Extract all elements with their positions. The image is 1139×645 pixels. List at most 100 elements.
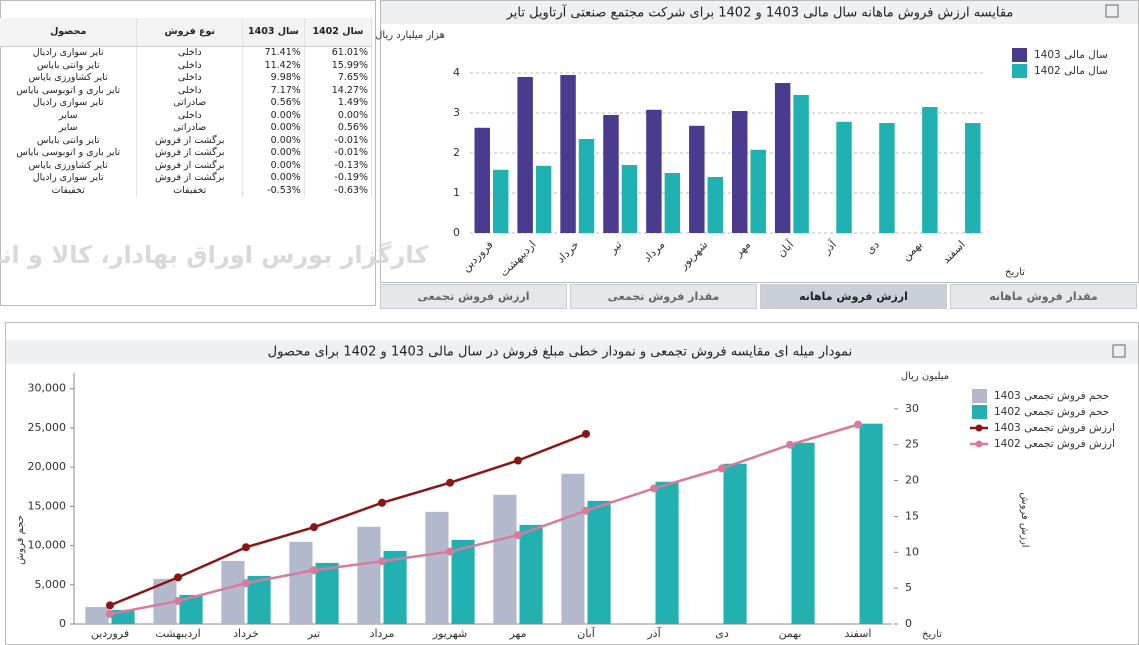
table-cell: تایر سواری رادیال bbox=[0, 97, 138, 110]
bar bbox=[519, 524, 543, 624]
bar bbox=[492, 169, 509, 233]
y-tick-label: 25,000 bbox=[28, 421, 67, 434]
y-tick-label: 15 bbox=[905, 509, 919, 522]
line-marker bbox=[310, 523, 318, 532]
print-icon[interactable] bbox=[1105, 4, 1119, 18]
y-tick-label: 15,000 bbox=[28, 499, 67, 512]
table-cell: تایر کشاورزی بایاس bbox=[0, 159, 138, 172]
table-cell: داخلی bbox=[136, 46, 244, 60]
line bbox=[109, 423, 859, 616]
bar bbox=[646, 109, 662, 233]
table-cell: برگشت از فروش bbox=[136, 147, 244, 160]
table-cell: تایر باری و اتوبوسی بایاس bbox=[0, 147, 138, 160]
x-tick-label: اسفند bbox=[845, 627, 872, 640]
line-marker bbox=[378, 498, 386, 507]
y-tick-label: 5,000 bbox=[35, 578, 67, 591]
chart-title: مقایسه ارزش فروش ماهانه سال مالی 1403 و … bbox=[506, 4, 1014, 21]
print-icon[interactable] bbox=[1112, 344, 1126, 358]
line-marker bbox=[378, 557, 386, 566]
x-tick-label: شهریور bbox=[432, 627, 467, 640]
table-cell: 0.00% bbox=[242, 159, 305, 172]
y-tick-label: 3 bbox=[453, 106, 460, 119]
bar bbox=[603, 115, 619, 233]
bar bbox=[383, 550, 407, 624]
tab[interactable]: مقدار فروش ماهانه bbox=[950, 284, 1137, 309]
table-row: تایر وانتی بایاس داخلی 11.42% 15.99% bbox=[0, 59, 373, 72]
bar bbox=[85, 606, 109, 624]
tab[interactable]: ارزش فروش ماهانه bbox=[760, 284, 947, 309]
y-tick-label: 5 bbox=[905, 581, 912, 594]
y-axis-label: حجم فروش bbox=[15, 515, 26, 565]
legend-label: حجم فروش تجمعی 1402 bbox=[994, 406, 1109, 418]
line-marker bbox=[242, 543, 250, 552]
line-marker bbox=[718, 464, 726, 473]
line-marker bbox=[106, 601, 114, 610]
legend-swatch bbox=[1012, 48, 1027, 62]
line-marker bbox=[446, 547, 454, 556]
table-cell: 15.99% bbox=[304, 59, 373, 72]
legend-label: حجم فروش تجمعی 1403 bbox=[994, 390, 1109, 402]
line-marker bbox=[514, 456, 522, 465]
y-tick-label: 0 bbox=[905, 617, 912, 630]
y-tick-label: 2 bbox=[453, 146, 460, 159]
tab[interactable]: مقدار فروش تجمعی bbox=[570, 284, 757, 309]
bar bbox=[561, 473, 585, 624]
bar bbox=[425, 511, 449, 624]
bar bbox=[493, 494, 517, 624]
line-marker bbox=[582, 506, 590, 515]
line-marker bbox=[174, 573, 182, 582]
table-cell: سایر bbox=[0, 109, 138, 122]
x-axis-label: تاریخ bbox=[1005, 267, 1025, 278]
table-cell: تایر کشاورزی بایاس bbox=[0, 72, 138, 85]
table-cell: -0.63% bbox=[304, 184, 373, 197]
table-cell: 7.17% bbox=[242, 84, 305, 97]
table-cell: داخلی bbox=[136, 59, 244, 72]
legend-label: سال مالی 1403 bbox=[1034, 49, 1108, 61]
x-tick-label: آبان bbox=[577, 626, 595, 640]
bar bbox=[179, 594, 203, 624]
table-row: تایر کشاورزی بایاس داخلی 9.98% 7.65% bbox=[0, 72, 373, 85]
bar bbox=[689, 125, 705, 233]
line-marker bbox=[650, 484, 658, 493]
bar bbox=[774, 83, 791, 233]
line-marker bbox=[310, 566, 318, 575]
legend-swatch bbox=[975, 440, 983, 448]
bar bbox=[965, 123, 981, 233]
bar bbox=[535, 165, 552, 233]
tab[interactable]: ارزش فروش تجمعی bbox=[380, 284, 567, 309]
chart-panel bbox=[380, 0, 1139, 283]
bar bbox=[221, 560, 245, 624]
x-tick-label: خرداد bbox=[233, 627, 259, 640]
table-cell: -0.01% bbox=[304, 147, 373, 160]
table-row: تایر سواری رادیال برگشت از فروش 0.00% -0.19… bbox=[0, 172, 373, 185]
table-cell: تخفیفات bbox=[136, 184, 244, 197]
bar bbox=[315, 562, 339, 624]
y-tick-label: 30,000 bbox=[28, 382, 67, 395]
line-marker bbox=[174, 597, 182, 606]
bar bbox=[587, 500, 611, 624]
legend-swatch bbox=[972, 405, 987, 419]
table-cell: -0.01% bbox=[304, 134, 373, 147]
table-row: تایر سواری رادیال داخلی 71.41% 61.01% bbox=[0, 46, 373, 60]
table-cell: 1.49% bbox=[304, 97, 373, 110]
table-cell: تایر باری و اتوبوسی بایاس bbox=[0, 84, 138, 97]
y2-axis-label: ارزش فروش bbox=[1019, 492, 1030, 547]
bar bbox=[357, 526, 381, 624]
bar bbox=[732, 111, 748, 233]
chart-title: نمودار میله ای مقایسه فروش تجمعی و نمودا… bbox=[268, 345, 853, 360]
header-row: محصول نوع فروش سال 1403 سال 1402 bbox=[0, 18, 373, 47]
share-table: محصول نوع فروش سال 1403 سال 1402 تایر سواری … bbox=[0, 18, 373, 197]
table-cell: برگشت از فروش bbox=[136, 134, 244, 147]
line-marker bbox=[854, 420, 862, 429]
table-cell: 71.41% bbox=[242, 46, 305, 60]
bar bbox=[859, 423, 883, 624]
line-marker bbox=[786, 440, 794, 449]
table-cell: تایر وانتی بایاس bbox=[0, 134, 138, 147]
line-marker bbox=[242, 579, 250, 588]
table-cell: 0.00% bbox=[304, 109, 373, 122]
table-row: سایر صادراتی 0.00% 0.56% bbox=[0, 122, 373, 135]
column-header: سال 1403 bbox=[242, 18, 305, 47]
column-header: محصول bbox=[0, 18, 138, 47]
y-axis-label: هزار میلیارد ریال bbox=[375, 30, 445, 41]
